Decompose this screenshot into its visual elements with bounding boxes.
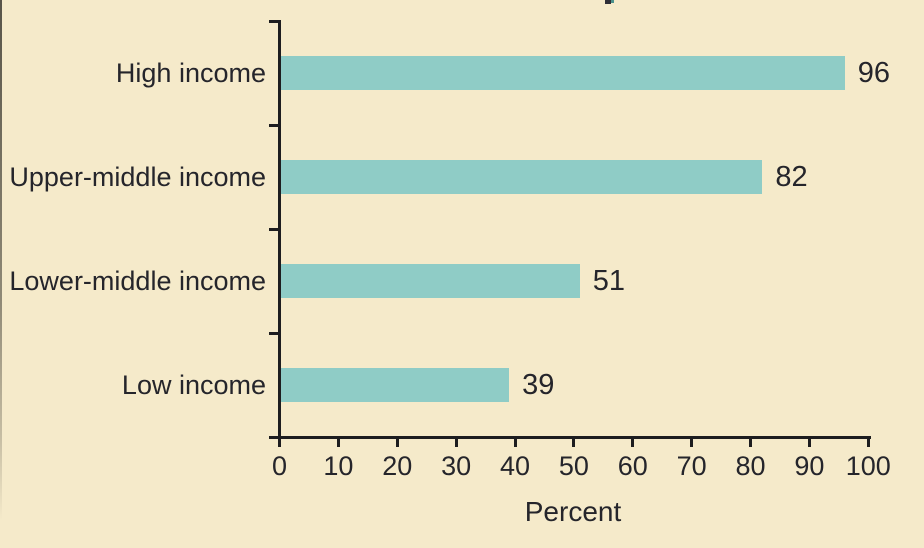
x-axis-title: Percent xyxy=(524,496,622,527)
x-axis-tick xyxy=(454,437,458,447)
x-axis-tick xyxy=(866,437,870,447)
x-tick-label: 0 xyxy=(271,451,288,481)
x-axis-tick xyxy=(395,437,399,447)
bar xyxy=(281,368,510,402)
x-axis-tick xyxy=(807,437,811,447)
x-axis-line xyxy=(269,436,871,439)
bar-value-label: 39 xyxy=(522,369,555,401)
bar xyxy=(281,264,580,298)
x-axis-tick xyxy=(631,437,635,447)
x-axis-tick xyxy=(278,437,281,447)
bar-value-label: 51 xyxy=(592,265,626,297)
x-tick-label: 30 xyxy=(441,451,472,481)
x-tick-label: 70 xyxy=(676,451,707,481)
cropped-title-fragment xyxy=(611,0,614,3)
bar-value-label: 82 xyxy=(775,161,808,193)
x-tick-label: 90 xyxy=(794,451,825,481)
y-axis-category-tick xyxy=(269,124,281,127)
x-axis-tick xyxy=(749,437,753,447)
category-label: High income xyxy=(115,58,266,88)
x-axis-tick xyxy=(572,437,576,447)
x-tick-label: 20 xyxy=(382,451,413,481)
bar-value-label: 96 xyxy=(857,57,890,89)
category-label: Low income xyxy=(121,370,266,400)
y-axis-category-tick xyxy=(269,332,281,335)
x-tick-label: 100 xyxy=(845,451,891,481)
y-axis-category-tick xyxy=(269,20,281,23)
x-tick-label: 10 xyxy=(323,451,354,481)
x-tick-label: 50 xyxy=(558,451,589,481)
y-axis-category-tick xyxy=(269,228,281,231)
bar xyxy=(281,56,845,90)
x-axis-tick xyxy=(513,437,517,447)
x-tick-label: 60 xyxy=(617,451,648,481)
y-axis-line xyxy=(278,20,281,447)
category-label: Upper-middle income xyxy=(9,162,266,192)
x-tick-label: 80 xyxy=(735,451,766,481)
bar xyxy=(281,160,763,194)
page-edge-line xyxy=(0,0,2,548)
x-axis-tick xyxy=(336,437,340,447)
cropped-title-fragment xyxy=(605,0,611,4)
x-axis-tick xyxy=(690,437,694,447)
x-tick-label: 40 xyxy=(499,451,531,481)
category-label: Lower-middle income xyxy=(9,266,266,296)
